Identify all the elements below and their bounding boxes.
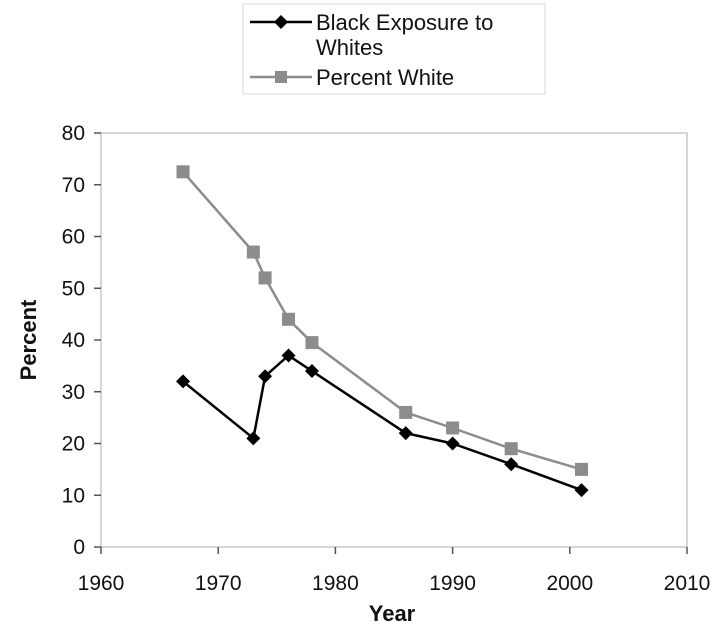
series-layer [176,165,589,498]
x-tick-label: 1990 [429,572,476,595]
data-point-marker [398,426,413,441]
data-point-marker [445,436,460,451]
y-tick-label: 40 [62,329,85,352]
data-point-marker [304,364,319,379]
x-tick-label: 1980 [312,572,359,595]
data-point-marker [446,421,460,435]
data-point-marker [575,462,589,476]
series-1 [176,348,589,498]
y-axis: 0 10 20 30 40 50 60 70 80 [62,122,101,559]
x-tick-label: 2010 [664,572,711,595]
data-point-marker [176,374,191,389]
data-point-marker [305,336,319,350]
data-point-marker [258,369,273,384]
y-tick-label: 20 [62,433,85,456]
data-point-marker [281,348,296,363]
legend-entry-series-2: Percent White [250,65,454,90]
y-tick-label: 50 [62,277,85,300]
legend: Black Exposure to Whites Percent White [242,3,546,95]
data-point-marker [504,442,518,456]
y-tick-label: 80 [62,122,85,145]
data-point-marker [574,483,589,498]
legend-label-series-1-line-2: Whites [316,35,383,60]
x-tick-label: 1970 [195,572,242,595]
x-tick-label: 2000 [546,572,593,595]
series-line-2 [182,170,582,471]
data-point-marker [246,245,260,259]
data-point-marker [504,457,519,472]
data-point-marker [282,312,296,326]
data-point-marker [246,431,261,446]
data-point-marker [399,405,413,419]
y-tick-label: 30 [62,381,85,404]
plot-area-frame [100,132,688,548]
x-axis-title: Year [369,601,416,626]
legend-label-series-1: Black Exposure to Whites [316,10,499,60]
legend-label-series-2: Percent White [316,65,454,90]
legend-marker-series-1 [274,15,288,29]
legend-frame [242,3,546,95]
y-axis-title: Percent [16,299,41,380]
data-point-marker [258,271,272,285]
y-tick-label: 10 [62,484,85,507]
data-point-marker [176,165,190,179]
series-line-1 [182,354,582,492]
legend-entry-series-1: Black Exposure to Whites [250,10,499,60]
x-axis: 1960 1970 1980 1990 2000 2010 [78,547,711,595]
y-tick-label: 60 [62,226,85,249]
series-2 [176,165,589,476]
y-tick-label: 70 [62,174,85,197]
y-tick-label: 0 [73,536,85,559]
x-tick-label: 1960 [78,572,125,595]
legend-label-series-1-line-1: Black Exposure to [316,10,493,35]
legend-marker-series-2 [275,71,287,83]
